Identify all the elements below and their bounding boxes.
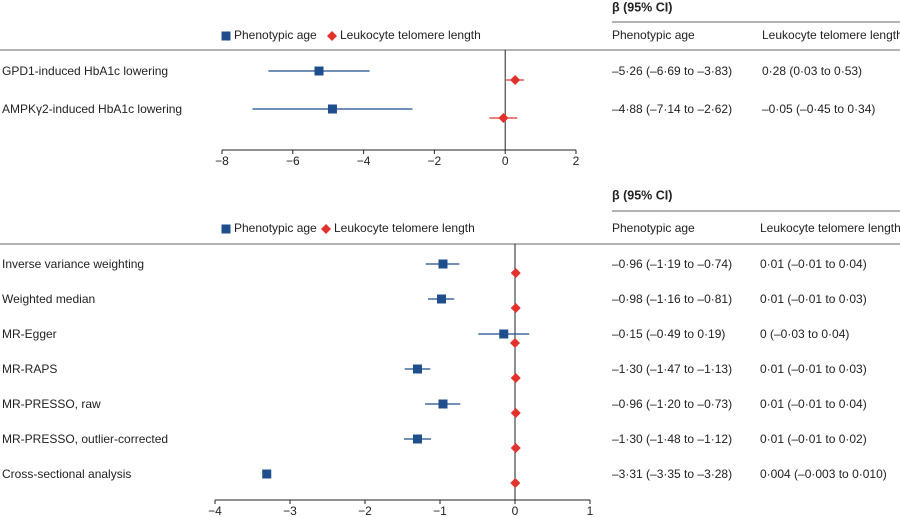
- point-marker: [510, 75, 521, 85]
- estimate-text: 0·01 (–0·01 to 0·02): [760, 432, 867, 446]
- estimate-text: 0 (–0·03 to 0·04): [760, 327, 849, 341]
- point-marker: [413, 434, 422, 444]
- x-tick-label: −8: [215, 154, 229, 168]
- x-tick-label: −3: [283, 504, 297, 517]
- estimate-text: 0·01 (–0·01 to 0·04): [760, 257, 867, 271]
- estimate-text: –0·98 (–1·16 to –0·81): [612, 292, 732, 306]
- estimate-text: 0·004 (–0·003 to 0·010): [760, 467, 887, 481]
- estimate-text: –0·05 (–0·45 to 0·34): [762, 102, 875, 116]
- estimate-text: 0·01 (–0·01 to 0·03): [760, 362, 867, 376]
- column-header: Phenotypic age: [612, 221, 695, 235]
- legend-label: Phenotypic age: [234, 28, 317, 42]
- point-marker: [413, 364, 422, 374]
- point-marker: [499, 329, 509, 339]
- row-label: MR-RAPS: [2, 362, 57, 376]
- row-label: Weighted median: [2, 292, 95, 306]
- x-tick-label: −4: [357, 154, 371, 168]
- estimate-text: –5·26 (–6·69 to –3·83): [612, 64, 732, 78]
- point-marker: [510, 303, 521, 313]
- estimate-text: –0·15 (–0·49 to 0·19): [612, 327, 725, 341]
- x-tick-label: −1: [433, 504, 447, 517]
- point-marker: [221, 224, 231, 234]
- column-header: Leukocyte telomere length: [760, 221, 900, 235]
- estimate-text: –1·30 (–1·47 to –1·13): [612, 362, 732, 376]
- row-label: MR-PRESSO, raw: [2, 397, 101, 411]
- column-header: Leukocyte telomere length: [762, 28, 900, 42]
- estimate-text: 0·01 (–0·01 to 0·04): [760, 397, 867, 411]
- x-tick-label: −4: [208, 504, 222, 517]
- point-marker: [262, 469, 272, 479]
- point-marker: [437, 294, 446, 304]
- table-header: β (95% CI): [612, 0, 672, 14]
- point-marker: [327, 104, 337, 114]
- x-tick-label: 1: [587, 504, 594, 517]
- point-marker: [498, 113, 509, 123]
- row-label: AMPKγ2-induced HbA1c lowering: [2, 102, 182, 116]
- estimate-text: –0·96 (–1·20 to –0·73): [612, 397, 732, 411]
- legend-label: Phenotypic age: [234, 221, 317, 235]
- estimate-text: 0·28 (0·03 to 0·53): [762, 64, 862, 78]
- table-header: β (95% CI): [612, 188, 672, 202]
- point-marker: [321, 224, 331, 234]
- point-marker: [314, 66, 324, 76]
- legend-label: Leukocyte telomere length: [340, 28, 481, 42]
- row-label: MR-Egger: [2, 327, 57, 341]
- legend-label: Leukocyte telomere length: [334, 221, 475, 235]
- point-marker: [510, 478, 521, 488]
- point-marker: [221, 31, 231, 41]
- point-marker: [510, 338, 520, 348]
- row-label: GPD1-induced HbA1c lowering: [2, 64, 168, 78]
- x-tick-label: 0: [502, 154, 509, 168]
- point-marker: [510, 373, 521, 383]
- x-tick-label: 2: [573, 154, 580, 168]
- estimate-text: –0·96 (–1·19 to –0·74): [612, 257, 732, 271]
- estimate-text: 0·01 (–0·01 to 0·03): [760, 292, 867, 306]
- point-marker: [510, 268, 521, 278]
- point-marker: [327, 31, 337, 41]
- x-tick-label: −6: [286, 154, 300, 168]
- row-label: Cross-sectional analysis: [2, 467, 131, 481]
- x-tick-label: 0: [512, 504, 519, 517]
- column-header: Phenotypic age: [612, 28, 695, 42]
- row-label: Inverse variance weighting: [2, 257, 144, 271]
- x-tick-label: −2: [358, 504, 372, 517]
- row-label: MR-PRESSO, outlier-corrected: [2, 432, 168, 446]
- x-tick-label: −2: [428, 154, 442, 168]
- point-marker: [510, 443, 521, 453]
- point-marker: [438, 399, 448, 409]
- point-marker: [438, 259, 448, 269]
- estimate-text: –3·31 (–3·35 to –3·28): [612, 467, 732, 481]
- point-marker: [510, 408, 521, 418]
- estimate-text: –4·88 (–7·14 to –2·62): [612, 102, 732, 116]
- estimate-text: –1·30 (–1·48 to –1·12): [612, 432, 732, 446]
